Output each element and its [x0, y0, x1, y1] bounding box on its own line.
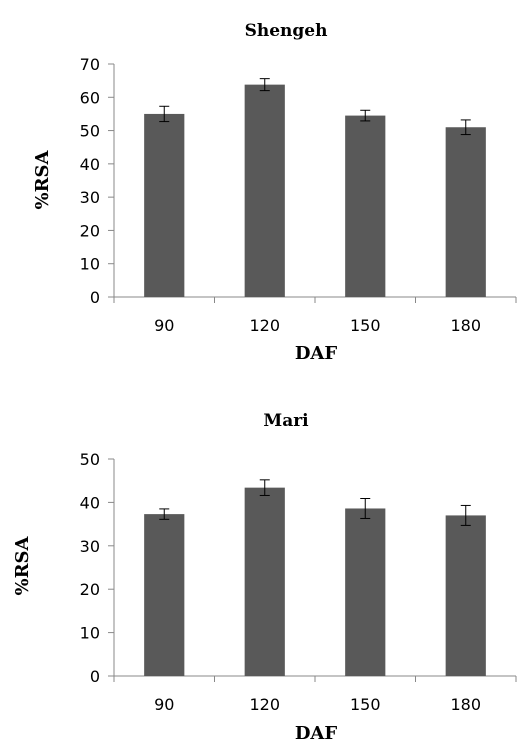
- x-axis-label: DAF: [295, 723, 338, 742]
- x-tick-label: 120: [249, 695, 280, 714]
- chart-title: Mari: [263, 411, 309, 431]
- x-axis-label: DAF: [295, 343, 338, 364]
- y-tick-label: 40: [80, 155, 100, 174]
- y-axis-label: %RSA: [32, 149, 53, 209]
- bar: [345, 115, 386, 297]
- x-tick-label: 150: [350, 695, 381, 714]
- bar: [144, 113, 185, 297]
- chart-shengeh: Shengeh %RSA DAF 0 10 20 30 40 50 60 70 90 120 150…: [32, 21, 517, 364]
- x-tick-label: 180: [450, 316, 481, 335]
- x-tick-label: 120: [249, 316, 280, 335]
- x-tick-label: 150: [350, 316, 381, 335]
- plot-area: 0 10 20 30 40 50 60 70 90 120 150 180: [80, 55, 517, 335]
- chart-title: Shengeh: [245, 21, 328, 41]
- y-tick-label: 40: [80, 493, 100, 512]
- y-tick-label: 50: [80, 450, 100, 469]
- y-tick-label: 70: [80, 55, 100, 74]
- y-tick-label: 30: [80, 537, 100, 556]
- bar: [345, 508, 386, 676]
- y-tick-label: 10: [80, 255, 100, 274]
- y-tick-label: 0: [90, 288, 100, 307]
- y-tick-label: 50: [80, 122, 100, 141]
- bar: [445, 515, 486, 676]
- y-tick-label: 30: [80, 188, 100, 207]
- y-axis-label: %RSA: [12, 535, 33, 595]
- bar: [144, 514, 185, 676]
- x-tick-label: 90: [154, 316, 174, 335]
- y-tick-label: 20: [80, 580, 100, 599]
- y-tick-label: 10: [80, 624, 100, 643]
- bar: [244, 487, 285, 676]
- chart-mari: Mari %RSA DAF 0 10 20 30 40 50 90 120 150 180: [12, 411, 517, 742]
- y-tick-label: 0: [90, 667, 100, 686]
- x-tick-label: 90: [154, 695, 174, 714]
- plot-area: 0 10 20 30 40 50 90 120 150 180: [80, 450, 517, 714]
- y-tick-label: 60: [80, 88, 100, 107]
- bar: [244, 84, 285, 297]
- bar: [445, 127, 486, 297]
- y-tick-label: 20: [80, 221, 100, 240]
- x-tick-label: 180: [450, 695, 481, 714]
